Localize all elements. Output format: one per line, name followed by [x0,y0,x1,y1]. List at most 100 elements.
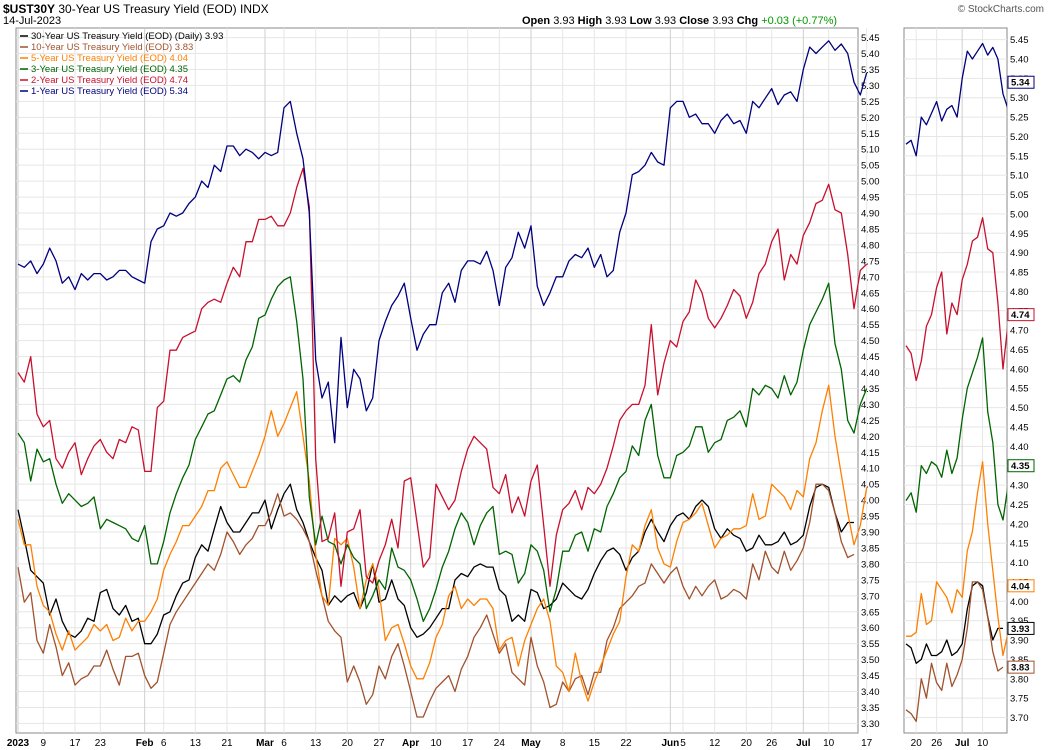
inset-series [905,42,1007,723]
y-tick-label: 4.35 [861,384,880,395]
last-value-label: 4.74 [1011,310,1030,321]
inset-series-line [905,581,1004,723]
chg-value: +0.03 (+0.77%) [761,15,838,27]
legend-entry: 1-Year US Treasury Yield (EOD) 5.34 [31,86,188,97]
y-tick-label: 4.75 [861,256,880,267]
y-tick-label: 4.60 [1010,364,1029,375]
y-tick-label: 4.95 [1010,229,1029,240]
x-tick-label: 2023 [7,738,30,749]
series-line-3-year [17,276,868,622]
y-tick-label: 3.30 [861,719,880,730]
y-tick-label: 4.80 [1010,287,1029,298]
legend-entry: 10-Year US Treasury Yield (EOD) 3.83 [31,42,193,53]
y-tick-label: 3.65 [861,607,880,618]
x-tick-label: 17 [861,738,873,749]
y-tick-label: 5.40 [861,49,880,60]
high-label: High [577,15,603,27]
y-tick-label: 3.60 [861,623,880,634]
y-tick-label: 5.40 [1010,54,1029,65]
y-tick-label: 4.95 [861,193,880,204]
x-tick-label: 26 [931,738,943,749]
x-tick-label: 24 [494,738,506,749]
y-tick-label: 5.05 [1010,190,1029,201]
y-tick-label: 4.25 [1010,500,1029,511]
main-grid [16,28,868,733]
x-tick-label: 6 [281,738,287,749]
last-value-label: 4.35 [1011,461,1030,472]
y-tick-label: 5.35 [861,65,880,76]
y-tick-label: 4.20 [861,432,880,443]
y-tick-label: 4.30 [1010,481,1029,492]
last-value-label: 3.83 [1011,663,1030,674]
y-tick-label: 5.10 [1010,171,1029,182]
inset-series-line [905,337,1007,521]
y-tick-label: 5.15 [861,129,880,140]
y-tick-label: 5.30 [1010,93,1029,104]
y-tick-label: 3.70 [1010,713,1029,724]
x-tick-label: 10 [977,738,989,749]
last-value-label: 3.93 [1011,624,1030,635]
high-value: 3.93 [605,15,627,27]
inset-series-line [905,42,1007,157]
x-tick-label: 17 [462,738,474,749]
series-line-10-year [17,483,855,718]
y-tick-label: 5.20 [861,113,880,124]
x-tick-label: 22 [620,738,632,749]
low-label: Low [629,15,652,27]
x-tick-label: 26 [766,738,778,749]
x-tick-label: 20 [911,738,923,749]
legend: 30-Year US Treasury Yield (EOD) (Daily) … [20,31,223,97]
stockcharts-credit: © StockCharts.com [957,4,1044,15]
y-tick-label: 4.15 [861,448,880,459]
y-tick-label: 5.45 [861,33,880,44]
x-tick-label: 13 [310,738,322,749]
y-tick-label: 5.05 [861,161,880,172]
chart-header: $UST30Y 30-Year US Treasury Yield (EOD) … [0,0,1050,28]
x-tick-label: 20 [342,738,354,749]
y-tick-label: 5.00 [1010,209,1029,220]
symbol-name: 30-Year US Treasury Yield (EOD) [58,2,237,16]
y-tick-label: 4.65 [1010,345,1029,356]
last-value-tag [1007,308,1035,322]
legend-entry: 3-Year US Treasury Yield (EOD) 4.35 [31,64,188,75]
x-tick-label: 27 [373,738,385,749]
last-value-tag [1007,579,1035,593]
y-tick-label: 4.05 [861,480,880,491]
x-tick-label: 10 [430,738,442,749]
x-tick-label: Jul [796,738,811,749]
x-tick-label: 8 [560,738,566,749]
y-tick-label: 3.80 [1010,674,1029,685]
y-tick-label: 4.80 [861,240,880,251]
y-tick-label: 4.40 [861,368,880,379]
y-tick-label: 4.40 [1010,442,1029,453]
y-tick-label: 4.60 [861,304,880,315]
y-tick-label: 4.30 [861,400,880,411]
y-tick-label: 5.45 [1010,35,1029,46]
legend-entry: 2-Year US Treasury Yield (EOD) 4.74 [31,75,188,86]
y-tick-label: 4.00 [1010,597,1029,608]
ohlc-readout: Open 3.93 High 3.93 Low 3.93 Close 3.93 … [522,15,837,27]
x-tick-label: 13 [190,738,202,749]
y-tick-label: 5.00 [861,177,880,188]
x-tick-label: Feb [136,738,154,749]
y-tick-label: 3.75 [861,575,880,586]
y-tick-label: 4.15 [1010,539,1029,550]
symbol-title: $UST30Y 30-Year US Treasury Yield (EOD) … [3,2,269,16]
series-line-1-year [17,40,868,444]
close-value: 3.93 [712,15,734,27]
open-value: 3.93 [553,15,575,27]
x-tick-label: 20 [741,738,753,749]
open-label: Open [522,15,551,27]
x-tick-label: 23 [95,738,107,749]
exchange: INDX [240,2,269,16]
y-tick-label: 3.85 [1010,655,1029,666]
y-tick-label: 3.95 [1010,616,1029,627]
y-tick-label: 3.75 [1010,694,1029,705]
y-tick-label: 4.55 [861,320,880,331]
series-line-5-year [17,384,868,702]
inset-series-line [905,217,1007,382]
close-label: Close [679,15,710,27]
last-value-tag [1007,459,1035,473]
y-tick-label: 5.30 [861,81,880,92]
